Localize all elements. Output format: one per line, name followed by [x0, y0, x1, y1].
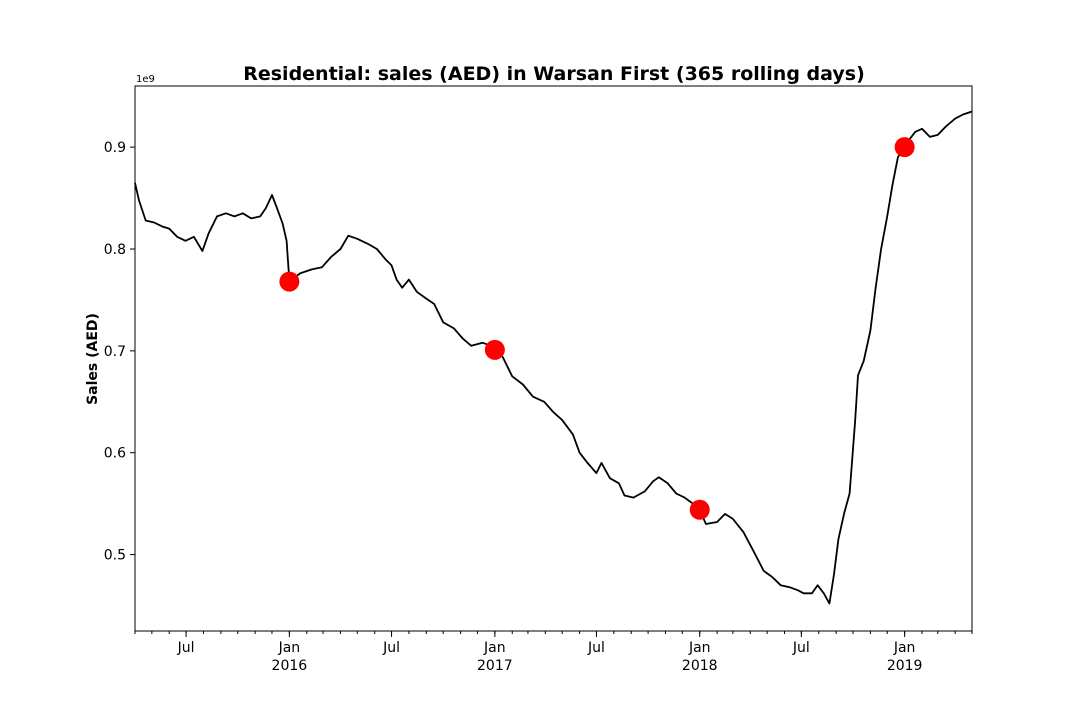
data-marker [689, 499, 710, 520]
x-tick-label: Jul [382, 640, 400, 656]
y-tick-label: 0.8 [104, 242, 126, 258]
axes-frame [134, 85, 973, 632]
series-line [134, 110, 973, 605]
y-tick-label: 0.6 [104, 446, 126, 462]
chart-title: Residential: sales (AED) in Warsan First… [243, 63, 865, 85]
x-tick-label: Jan [278, 640, 301, 656]
y-offset-label: 1e9 [136, 74, 155, 85]
y-tick-label: 0.9 [104, 140, 126, 156]
x-tick-label: Jul [792, 640, 810, 656]
x-tick-year: 2019 [887, 658, 923, 674]
x-tick-label: Jan [688, 640, 711, 656]
x-tick-label: Jul [177, 640, 195, 656]
plot-area [134, 110, 973, 605]
data-marker [279, 271, 300, 292]
data-marker [894, 137, 915, 158]
x-tick-year: 2016 [272, 658, 308, 674]
y-tick-label: 0.7 [104, 344, 126, 360]
x-tick-year: 2017 [477, 658, 513, 674]
x-tick-label: Jan [893, 640, 916, 656]
x-tick-year: 2018 [682, 658, 718, 674]
y-tick-label: 0.5 [104, 548, 126, 564]
x-tick-label: Jan [483, 640, 506, 656]
x-tick-label: Jul [587, 640, 605, 656]
data-marker [484, 339, 505, 360]
y-axis-label: Sales (AED) [85, 313, 101, 405]
